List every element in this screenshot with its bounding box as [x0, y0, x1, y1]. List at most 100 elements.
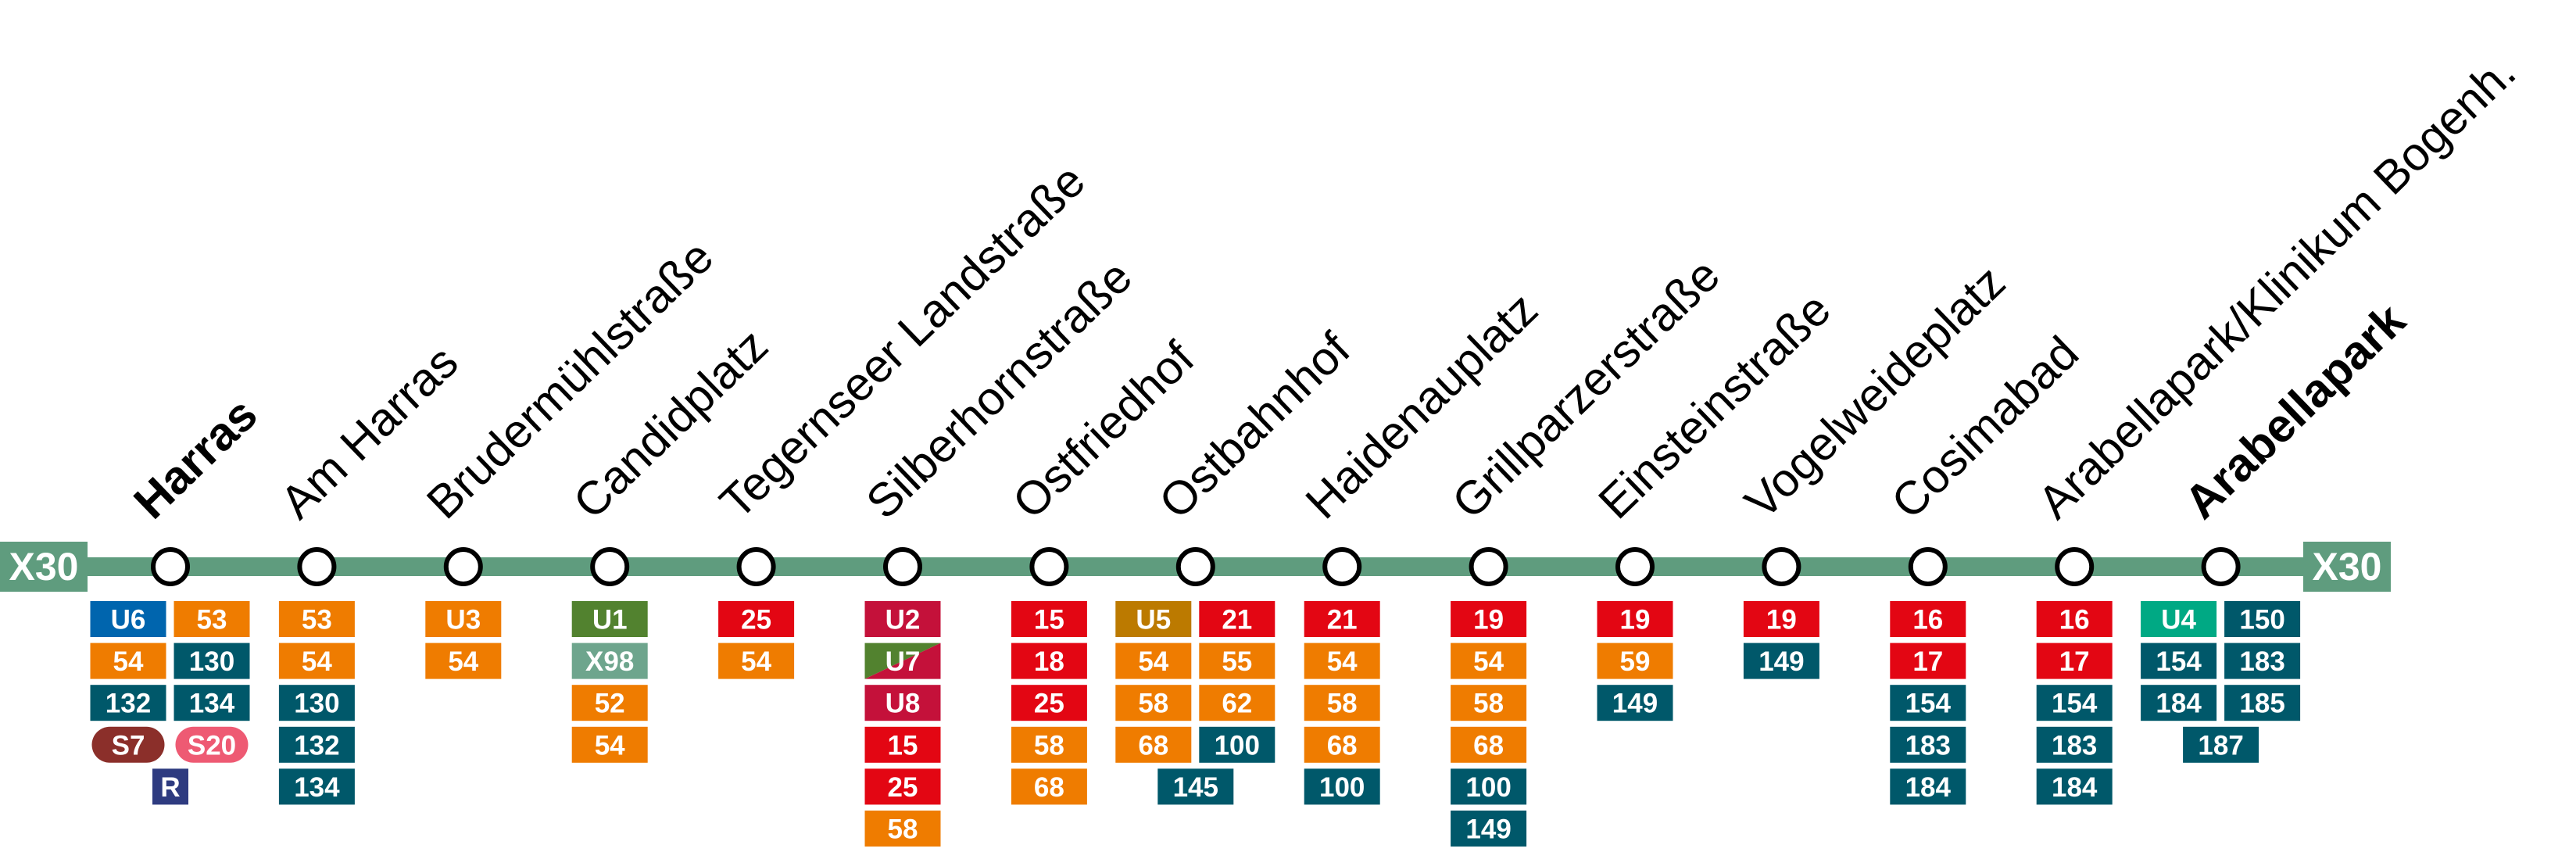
badge: [90, 643, 166, 679]
badge-label: 185: [2239, 689, 2284, 719]
stop-marker: [1762, 547, 1801, 586]
stop-marker: [1615, 547, 1655, 586]
badge-label: 183: [2052, 730, 2097, 761]
badge-label: 132: [294, 730, 339, 761]
badge: [90, 685, 166, 721]
badge: [1451, 811, 1527, 847]
badge: [1597, 685, 1673, 721]
badge-label: 145: [1173, 772, 1218, 803]
badge: [864, 601, 941, 637]
badge: [425, 601, 502, 637]
badge: [278, 643, 355, 679]
badge: [1157, 768, 1234, 805]
stop-marker: [443, 547, 483, 586]
badge-label: 15: [888, 730, 918, 761]
badge: [278, 768, 355, 805]
badge-label: 53: [197, 605, 227, 635]
badge-label: 154: [2156, 646, 2202, 677]
badge-label: U5: [1136, 605, 1171, 635]
badge: [1451, 601, 1527, 637]
badge-label: 130: [189, 646, 234, 677]
badge-label: 54: [1473, 646, 1504, 677]
badge: [278, 726, 355, 763]
badge-label: 100: [1465, 772, 1511, 803]
badge: [2224, 685, 2301, 721]
badge: [174, 643, 250, 679]
stop-name: Silberhornstraße: [856, 250, 1142, 528]
badge: [1199, 643, 1275, 679]
badge: [2141, 643, 2217, 679]
badge-label: 54: [1138, 646, 1168, 677]
badge: [1890, 726, 1966, 763]
badge-label: 52: [595, 689, 625, 719]
badge: [1890, 643, 1966, 679]
badge-label: 100: [1215, 730, 1260, 761]
badge-label: 187: [2198, 730, 2243, 761]
badge-label: 68: [1034, 772, 1064, 803]
badge: [1597, 643, 1673, 679]
badge-label: 25: [1034, 689, 1064, 719]
stop-marker: [736, 547, 776, 586]
badge: [1199, 685, 1275, 721]
badge-label: 149: [1612, 689, 1658, 719]
badge: [1011, 768, 1087, 805]
badge: [864, 685, 941, 721]
badge: [1304, 726, 1380, 763]
badge-label: 183: [2239, 646, 2284, 677]
badge-label: 184: [2052, 772, 2098, 803]
stop-marker: [151, 547, 190, 586]
badge: [175, 726, 249, 763]
badge-label: 154: [1905, 689, 1952, 719]
badge-label: 100: [1319, 772, 1365, 803]
badge-label: U8: [886, 689, 921, 719]
badge: [1890, 685, 1966, 721]
badge: [2141, 685, 2217, 721]
badge: [2036, 726, 2113, 763]
badge: [1451, 768, 1527, 805]
badge-label: 54: [595, 730, 625, 761]
badge-label: 130: [294, 689, 339, 719]
badge: [571, 601, 648, 637]
badge: [864, 811, 941, 847]
badge: [1597, 601, 1673, 637]
stop: Harras U6 53 54 130 132 134 S7 S20 R: [90, 388, 267, 805]
badge: [1304, 685, 1380, 721]
badge: [864, 768, 941, 805]
badge-label: 58: [1327, 689, 1358, 719]
badge-label: 58: [1473, 689, 1504, 719]
badge-label: S7: [112, 730, 145, 761]
badge-label: 154: [2052, 689, 2098, 719]
badge: [2224, 601, 2301, 637]
badge-label: 68: [1473, 730, 1504, 761]
badge-label: 17: [1912, 646, 1943, 677]
badge: [174, 601, 250, 637]
badge: [1451, 726, 1527, 763]
badge-label: 184: [1905, 772, 1952, 803]
badge-label: 19: [1473, 605, 1504, 635]
badge-label: 183: [1905, 730, 1951, 761]
line-label: X30: [9, 545, 79, 589]
badge: [1115, 601, 1192, 637]
badge: [718, 601, 795, 637]
badge: [1115, 643, 1192, 679]
badge: [2036, 685, 2113, 721]
stop-marker: [883, 547, 922, 586]
stop-marker: [1469, 547, 1508, 586]
badge-label: U2: [886, 605, 921, 635]
badge: [1011, 643, 1087, 679]
line-label: X30: [2313, 545, 2382, 589]
stop-name: Harras: [123, 388, 267, 528]
badge: [864, 643, 941, 679]
badge-label: 68: [1327, 730, 1358, 761]
badge: [1451, 685, 1527, 721]
badge: [1115, 685, 1192, 721]
stop-marker: [2201, 547, 2241, 586]
badge: [1199, 726, 1275, 763]
line-badge: [2303, 542, 2391, 592]
badge-label: 58: [1138, 689, 1168, 719]
badge-label: 55: [1222, 646, 1252, 677]
badge-label: 58: [888, 814, 918, 845]
